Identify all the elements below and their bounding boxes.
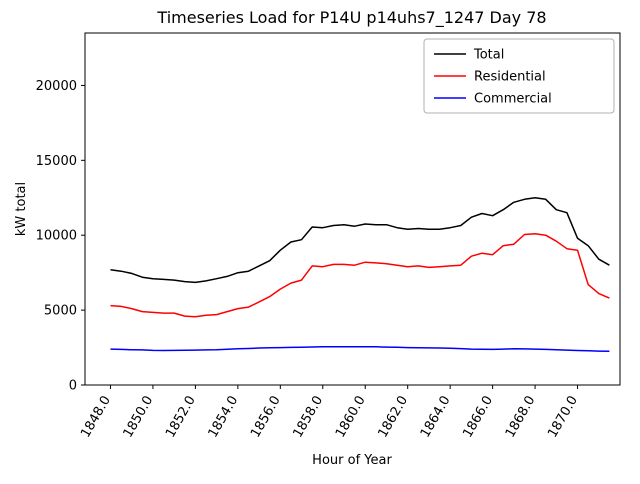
series-lines	[110, 197, 610, 353]
y-tick-label: 0	[69, 379, 77, 394]
y-axis-label: kW total	[14, 182, 29, 236]
y-tick-label: 15000	[36, 154, 77, 169]
chart-title: Timeseries Load for P14U p14uhs7_1247 Da…	[156, 8, 546, 28]
legend-label-residential: Residential	[474, 70, 546, 85]
y-tick-label: 10000	[36, 229, 77, 244]
y-tick-label: 20000	[36, 79, 77, 94]
series-line-residential	[110, 232, 610, 318]
legend-label-total: Total	[473, 48, 504, 63]
y-tick-label: 5000	[44, 304, 77, 319]
series-line-commercial	[110, 345, 610, 353]
legend: Total Residential Commercial	[423, 38, 615, 114]
legend-label-commercial: Commercial	[474, 92, 552, 107]
legend-box	[423, 38, 615, 114]
series-line-total	[110, 197, 610, 284]
x-axis-label: Hour of Year	[312, 453, 392, 468]
